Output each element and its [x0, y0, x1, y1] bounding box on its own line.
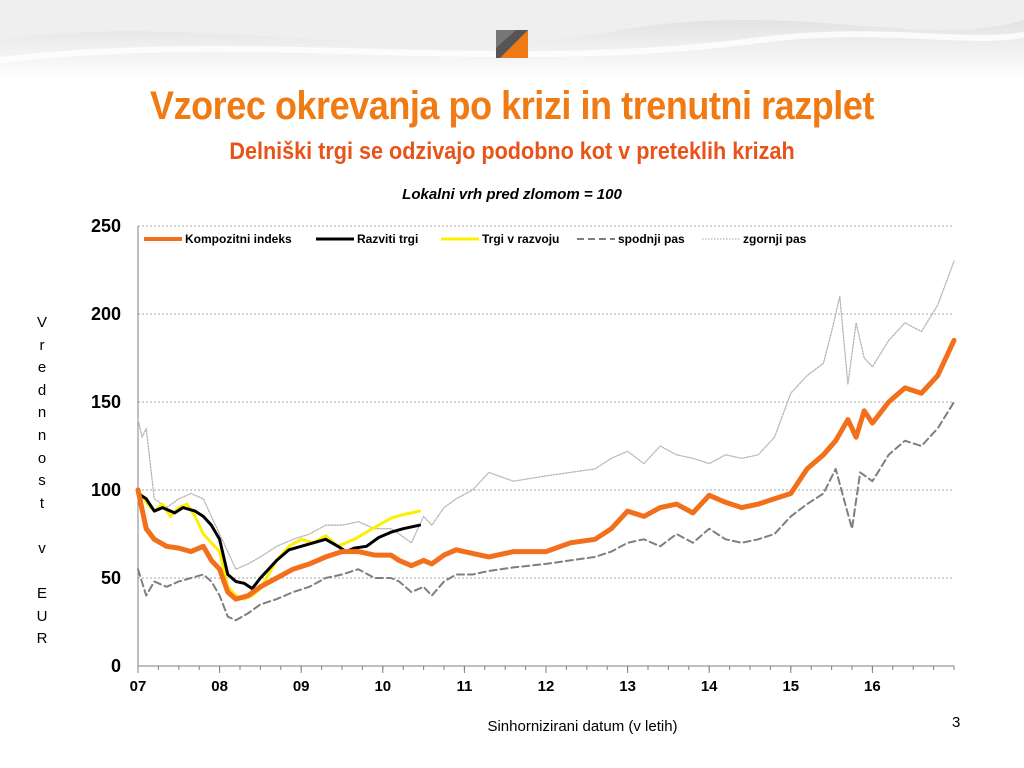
series-line-trgi-v-razvoju [136, 488, 421, 601]
legend-label: spodnji pas [618, 232, 685, 246]
x-tick-label: 15 [782, 678, 799, 695]
y-tick-label: 200 [91, 304, 121, 324]
x-tick-label: 11 [456, 678, 472, 695]
x-tick-label: 16 [864, 678, 881, 695]
x-tick-label: 08 [211, 678, 228, 695]
series-line-razviti-trgi [136, 492, 421, 591]
y-tick-label: 50 [101, 568, 121, 588]
y-tick-label: 150 [91, 392, 121, 412]
slide-title: Vzorec okrevanja po krizi in trenutni ra… [150, 84, 874, 128]
slide-subtitle: Delniški trgi se odzivajo podobno kot v … [229, 138, 795, 165]
y-tick-label: 250 [91, 216, 121, 236]
x-tick-label: 12 [538, 678, 555, 695]
x-tick-label: 10 [374, 678, 391, 695]
legend-label: zgornji pas [743, 232, 807, 246]
x-tick-label: 14 [701, 678, 718, 695]
x-axis-label: Sinhornizirani datum (v letih) [487, 718, 678, 735]
series-lines [135, 260, 957, 622]
company-logo [496, 30, 528, 58]
y-axis-label: V r e d n n o s t v E U R [36, 314, 48, 648]
y-tick-label: 0 [111, 656, 121, 676]
legend: Kompozitni indeks Razviti trgi Trgi v razv… [144, 232, 807, 246]
header-decoration [0, 0, 1024, 80]
series-line-zgornji-pas [137, 260, 955, 570]
page-number: 3 [952, 714, 961, 731]
series-line-kompozitni-indeks [135, 337, 957, 602]
x-tick-label: 09 [293, 678, 310, 695]
legend-label: Kompozitni indeks [185, 232, 292, 246]
series-line-spodnji-pas [137, 401, 955, 622]
x-tick-label: 07 [130, 678, 147, 695]
gridlines [138, 225, 954, 579]
legend-label: Razviti trgi [357, 232, 418, 246]
x-tick-label: 13 [619, 678, 636, 695]
axes: 0 50 100 150 200 250 07 08 09 10 11 12 13 14 15 16 [91, 216, 955, 695]
legend-label: Trgi v razvoju [482, 232, 559, 246]
chart-title: Lokalni vrh pred zlomom = 100 [402, 186, 622, 203]
y-tick-label: 100 [91, 480, 121, 500]
